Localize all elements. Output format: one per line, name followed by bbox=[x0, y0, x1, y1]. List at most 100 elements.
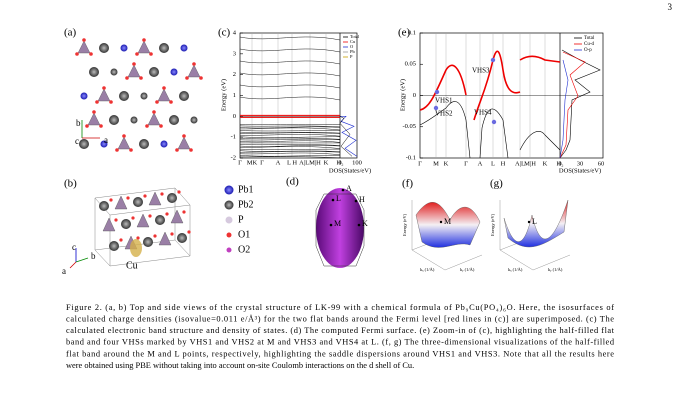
axis-label: DOS(States/eV) bbox=[559, 167, 601, 174]
y-tick-label: 0.05 bbox=[405, 61, 416, 68]
atom bbox=[99, 124, 103, 128]
atom bbox=[177, 233, 187, 243]
x-tick-label: A|LM|H bbox=[299, 159, 321, 166]
tetrahedron bbox=[157, 88, 171, 102]
x-tick-label: H₂ bbox=[557, 160, 564, 167]
band bbox=[239, 84, 341, 89]
atom bbox=[177, 190, 181, 194]
x-tick-label: H₂ bbox=[337, 159, 344, 166]
z-axis-label: Energy (eV) bbox=[402, 213, 407, 236]
caption-line: calculated charge densities (isovalue=0.… bbox=[66, 315, 614, 324]
atom bbox=[125, 76, 129, 80]
atom bbox=[119, 238, 123, 242]
legend-entry: Pb2 bbox=[238, 199, 254, 210]
atom bbox=[75, 52, 79, 56]
dos-curve bbox=[559, 51, 586, 159]
point-label: A bbox=[346, 184, 352, 193]
legend-marker bbox=[225, 216, 233, 224]
band bbox=[239, 155, 341, 157]
axis-label: DOS(States/eV) bbox=[329, 167, 371, 174]
band bbox=[239, 138, 341, 141]
tetrahedron bbox=[117, 136, 131, 150]
x-tick-label: 60 bbox=[598, 160, 605, 167]
atom bbox=[120, 44, 128, 52]
fermi-surface bbox=[316, 188, 364, 268]
axis-label: kₓ (1/Å) bbox=[508, 267, 523, 272]
atom bbox=[185, 76, 189, 80]
atom bbox=[162, 86, 166, 90]
atom bbox=[89, 67, 99, 77]
y-tick-label: 0.1 bbox=[408, 29, 416, 36]
axis-label: c bbox=[75, 136, 79, 146]
band bbox=[239, 152, 341, 156]
y-tick-label: -0.05 bbox=[402, 123, 416, 130]
tetrahedron bbox=[177, 136, 191, 150]
atom bbox=[187, 230, 191, 234]
page-number: 3 bbox=[668, 2, 673, 12]
atom bbox=[199, 76, 203, 80]
atom bbox=[182, 134, 186, 138]
atom bbox=[100, 140, 108, 148]
y-tick-label: 0 bbox=[233, 113, 236, 120]
x-tick-label: A bbox=[478, 160, 483, 167]
band bbox=[239, 134, 341, 137]
tetrahedron bbox=[187, 64, 201, 78]
atom bbox=[136, 236, 140, 240]
atom bbox=[175, 148, 179, 152]
y-tick-label: -2 bbox=[231, 154, 236, 161]
caption-line: were obtained using PBE without taking i… bbox=[66, 361, 414, 370]
atom bbox=[133, 197, 143, 207]
legend-marker bbox=[224, 185, 234, 195]
point-label: M bbox=[334, 219, 341, 228]
band bbox=[239, 72, 341, 77]
atom bbox=[99, 43, 109, 53]
band bbox=[239, 125, 341, 128]
legend-entry: Cu bbox=[350, 39, 356, 44]
atom bbox=[170, 232, 174, 236]
x-tick-label: A bbox=[276, 159, 281, 166]
atom bbox=[135, 52, 139, 56]
x-tick-label: L H bbox=[287, 159, 297, 166]
atom bbox=[131, 216, 135, 220]
y-axis-label: Energy (eV) bbox=[399, 79, 406, 111]
y-tick-label: 3 bbox=[233, 50, 236, 57]
x-tick-label: MK bbox=[247, 159, 258, 166]
x-tick-label: 0 bbox=[338, 159, 341, 166]
surface bbox=[503, 199, 569, 248]
vhs-marker bbox=[491, 119, 497, 125]
flat-band bbox=[419, 50, 561, 121]
dos-curve bbox=[339, 116, 353, 157]
atom bbox=[165, 212, 169, 216]
legend-entry: O-p bbox=[584, 48, 592, 53]
caption-line: calculated electronic band structure and… bbox=[66, 326, 615, 335]
surface bbox=[415, 202, 481, 248]
dos-curve bbox=[559, 59, 569, 159]
atom bbox=[152, 110, 156, 114]
legend-marker bbox=[226, 247, 232, 253]
z-axis-label: Energy (eV) bbox=[490, 213, 495, 236]
panel-label: (d) bbox=[286, 176, 299, 188]
atom bbox=[109, 198, 113, 202]
panel-label: (c) bbox=[218, 27, 231, 39]
point-marker bbox=[357, 223, 361, 227]
y-tick-label: -0.1 bbox=[406, 154, 416, 161]
legend-entry: Pb bbox=[350, 49, 356, 54]
atom bbox=[153, 234, 157, 238]
band bbox=[239, 145, 341, 147]
band bbox=[239, 150, 341, 152]
atom bbox=[155, 215, 165, 225]
point-marker bbox=[331, 198, 335, 202]
atom bbox=[109, 100, 113, 104]
atom bbox=[89, 52, 93, 56]
tetrahedron bbox=[97, 88, 111, 102]
panel-label: (a) bbox=[64, 27, 77, 39]
point-marker bbox=[354, 199, 358, 203]
atom bbox=[109, 241, 119, 251]
band bbox=[239, 96, 341, 101]
vhs-label: VHS2 bbox=[435, 110, 453, 118]
band bbox=[239, 48, 341, 53]
atom bbox=[80, 92, 88, 100]
band bbox=[239, 126, 341, 129]
caption-line: flat band around the M and L points, res… bbox=[66, 349, 614, 358]
